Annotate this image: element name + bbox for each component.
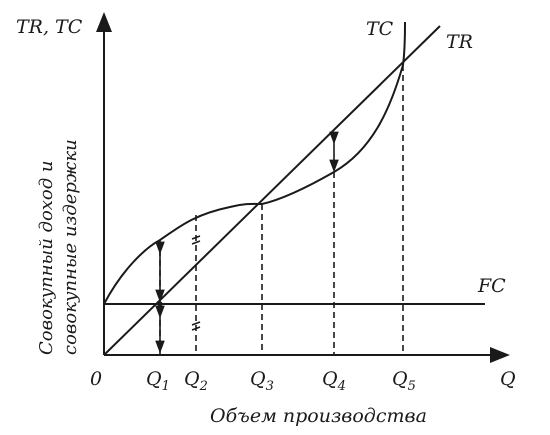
y-axis-label: TR, TC [16, 16, 83, 38]
tr-line [103, 25, 441, 356]
q2-equal-mark-1 [191, 235, 201, 240]
q2-equal-mark-2 [191, 240, 201, 245]
q1-label: Q1 [146, 368, 170, 394]
q2-equal-mark-3 [191, 321, 201, 326]
y-axis-title-line2: совокупные издержки [60, 139, 81, 355]
x-axis-title: Объем производства [210, 405, 427, 427]
q2-label: Q2 [184, 368, 208, 394]
fc-label: FC [477, 275, 506, 297]
q3-label: Q3 [250, 368, 274, 394]
q4-label: Q4 [322, 368, 346, 394]
q5-label: Q5 [392, 368, 416, 394]
y-axis-title-line1: Совокупный доход и [36, 161, 57, 356]
tr-fc-intersection [157, 301, 163, 307]
tc-label: TC [366, 18, 394, 40]
tc-curve [103, 21, 406, 305]
x-axis-label: Q [500, 368, 516, 390]
tr-label: TR [446, 31, 473, 53]
origin-label: 0 [90, 368, 102, 390]
q2-equal-mark-4 [191, 326, 201, 331]
